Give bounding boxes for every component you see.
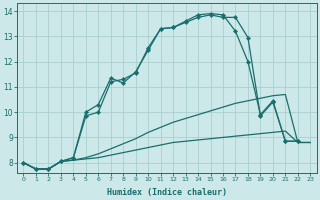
X-axis label: Humidex (Indice chaleur): Humidex (Indice chaleur) — [107, 188, 227, 197]
